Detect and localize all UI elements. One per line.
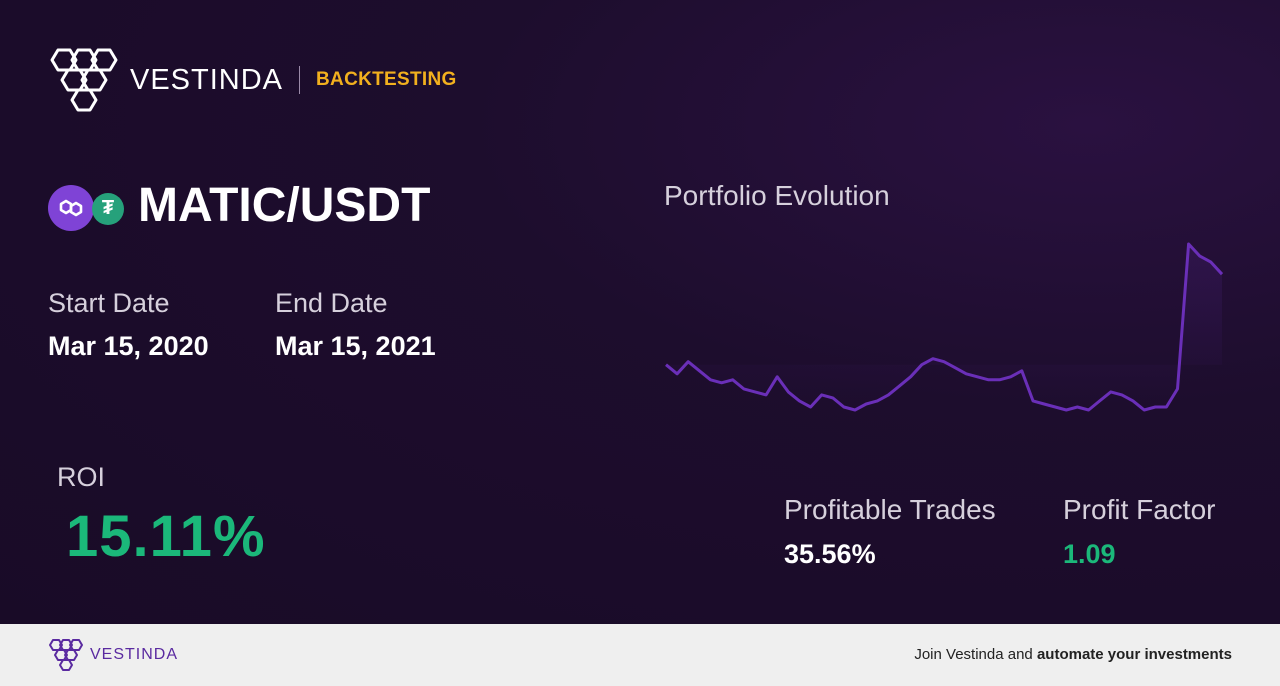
chart-title: Portfolio Evolution <box>664 180 890 211</box>
footer: VESTINDA Join Vestinda and automate your… <box>0 624 1280 686</box>
coin-icons: ₮ <box>48 181 126 231</box>
footer-brand[interactable]: VESTINDA <box>48 638 178 672</box>
profitable-trades-value: 35.56% <box>784 539 876 569</box>
vestinda-logo-icon <box>50 48 118 112</box>
roi-value: 15.11% <box>66 504 266 569</box>
start-date: Start Date Mar 15, 2020 <box>48 288 209 362</box>
profit-factor-label: Profit Factor <box>1063 494 1216 525</box>
portfolio-line <box>665 242 1224 412</box>
footer-brand-name: VESTINDA <box>90 646 179 663</box>
start-date-value: Mar 15, 2020 <box>48 331 209 361</box>
brand-name: VESTINDA <box>130 63 284 96</box>
footer-cta-prefix: Join Vestinda and <box>914 646 1037 663</box>
pair-name: MATIC/USDT <box>138 179 431 232</box>
start-date-label: Start Date <box>48 288 170 318</box>
backtest-card: VESTINDA BACKTESTING ₮ MATIC/USDT Start … <box>0 0 1280 624</box>
end-date-label: End Date <box>275 288 388 318</box>
profit-factor-value: 1.09 <box>1063 539 1116 569</box>
usdt-icon: ₮ <box>92 192 124 225</box>
portfolio-chart <box>665 242 1224 412</box>
end-date: End Date Mar 15, 2021 <box>275 288 436 362</box>
brand-divider <box>299 66 301 94</box>
matic-icon <box>48 184 94 231</box>
trading-pair: ₮ MATIC/USDT <box>48 178 430 233</box>
footer-cta-bold: automate your investments <box>1036 646 1232 663</box>
chart-area <box>666 244 1222 410</box>
footer-cta[interactable]: Join Vestinda and automate your investme… <box>914 646 1232 663</box>
profitable-trades-label: Profitable Trades <box>784 494 996 525</box>
end-date-value: Mar 15, 2021 <box>275 331 436 361</box>
brand-header: VESTINDA BACKTESTING <box>48 46 457 114</box>
roi-label: ROI <box>57 462 106 492</box>
brand-tag: BACKTESTING <box>316 69 457 90</box>
vestinda-footer-logo-icon <box>49 639 83 671</box>
